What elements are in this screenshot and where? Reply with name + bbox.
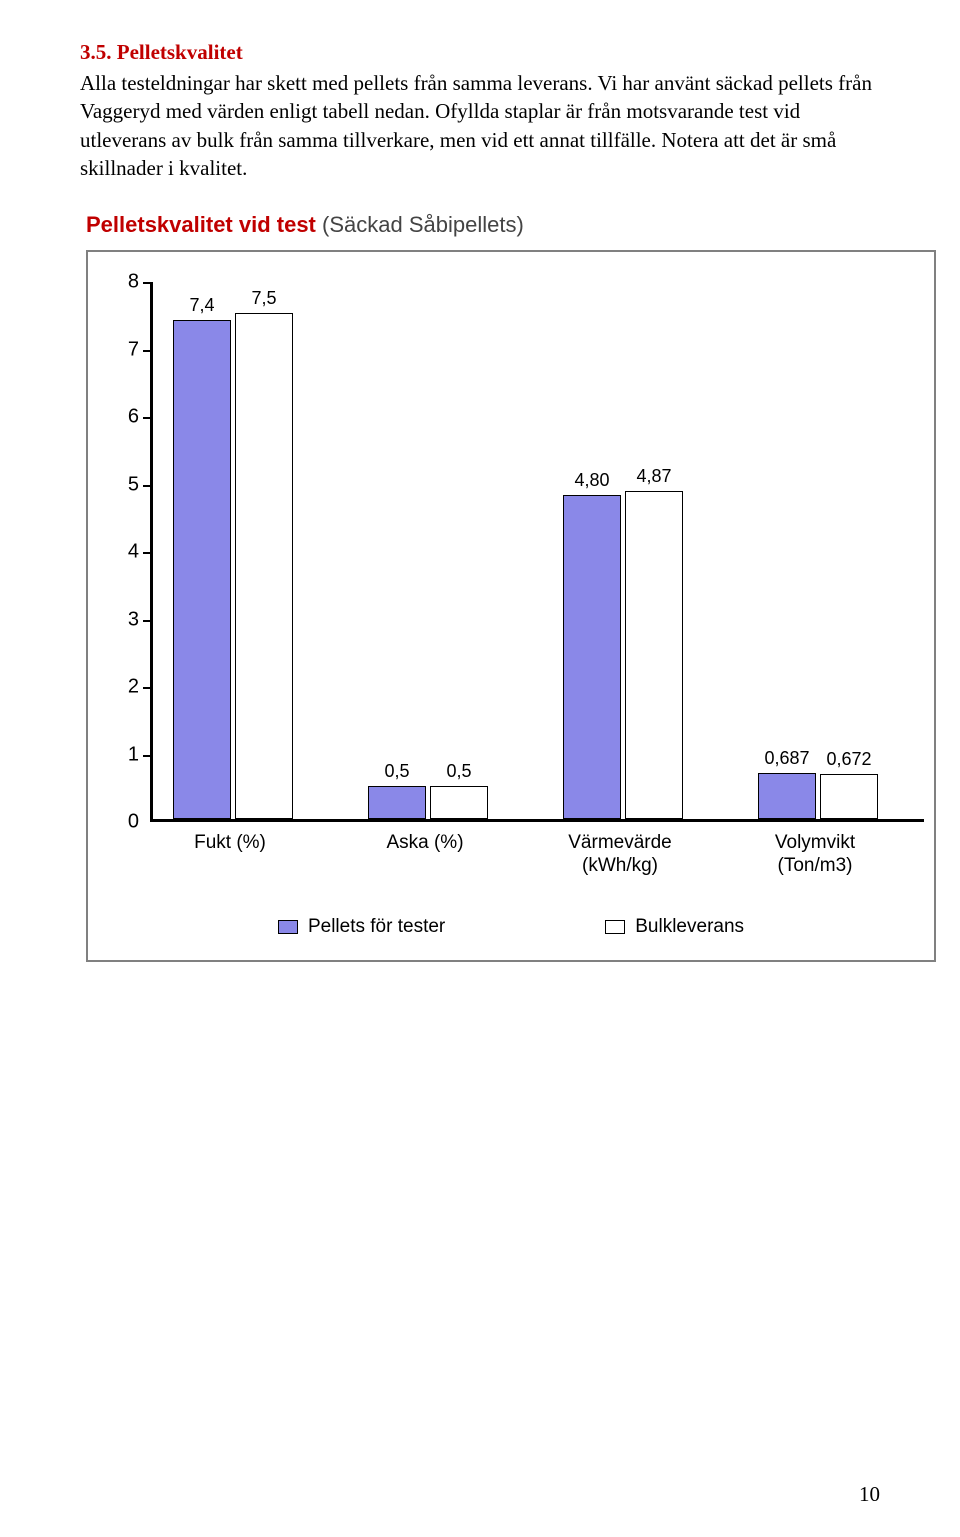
y-axis-label: 7 — [109, 338, 139, 361]
section-paragraph: Alla testeldningar har skett med pellets… — [80, 69, 880, 182]
y-axis-label: 2 — [109, 676, 139, 699]
bar-filled — [758, 773, 816, 819]
legend-swatch — [605, 920, 625, 934]
legend-swatch — [278, 920, 298, 934]
y-tick — [143, 620, 153, 622]
page-number: 10 — [859, 1482, 880, 1507]
y-axis-label: 8 — [109, 271, 139, 294]
y-axis-label: 1 — [109, 743, 139, 766]
category-label: Aska (%) — [345, 832, 505, 855]
legend-label: Pellets för tester — [308, 916, 445, 938]
y-axis-label: 0 — [109, 811, 139, 834]
chart-title-strong: Pelletskvalitet vid test — [86, 212, 316, 237]
chart-title-rest: (Säckad Såbipellets) — [316, 212, 524, 237]
legend-item: Bulkleverans — [605, 916, 744, 938]
legend-label: Bulkleverans — [635, 916, 744, 938]
section-heading: 3.5. Pelletskvalitet — [80, 40, 880, 65]
category-label-line: Värmevärde — [540, 832, 700, 855]
bar-value-label: 0,672 — [809, 749, 889, 770]
bar-empty — [430, 786, 488, 820]
bar-value-label: 7,5 — [224, 288, 304, 309]
y-tick — [143, 282, 153, 284]
category-label-line: Aska (%) — [345, 832, 505, 855]
bar-value-label: 4,87 — [614, 466, 694, 487]
y-axis-label: 3 — [109, 608, 139, 631]
plot-area: 7,47,50,50,54,804,870,6870,672 012345678 — [150, 282, 924, 822]
y-axis-label: 4 — [109, 541, 139, 564]
chart-legend: Pellets för tester Bulkleverans — [88, 898, 934, 960]
chart-title: Pelletskvalitet vid test (Säckad Såbipel… — [86, 212, 880, 238]
y-tick — [143, 485, 153, 487]
category-labels-row: Fukt (%) Aska (%) Värmevärde(kWh/kg) Volymv… — [150, 832, 924, 892]
bar-value-label: 0,5 — [419, 761, 499, 782]
category-label: Fukt (%) — [150, 832, 310, 855]
bars-row: 7,47,50,50,54,804,870,6870,672 — [153, 282, 924, 819]
bar-filled — [368, 786, 426, 820]
bar-empty — [625, 491, 683, 820]
legend-item: Pellets för tester — [278, 916, 445, 938]
y-tick — [143, 552, 153, 554]
category-label-line: Volymvikt — [735, 832, 895, 855]
bar-filled — [563, 495, 621, 819]
page: 3.5. Pelletskvalitet Alla testeldningar … — [0, 0, 960, 1537]
y-tick — [143, 417, 153, 419]
chart-container: 7,47,50,50,54,804,870,6870,672 012345678… — [86, 250, 936, 962]
category-label: Värmevärde(kWh/kg) — [540, 832, 700, 878]
y-tick — [143, 755, 153, 757]
y-tick — [143, 687, 153, 689]
bar-empty — [820, 774, 878, 819]
y-tick — [143, 350, 153, 352]
category-label-line: (kWh/kg) — [540, 855, 700, 878]
y-axis-label: 6 — [109, 406, 139, 429]
category-label-line: Fukt (%) — [150, 832, 310, 855]
bar-empty — [235, 313, 293, 819]
bar-filled — [173, 320, 231, 820]
category-label-line: (Ton/m3) — [735, 855, 895, 878]
category-label: Volymvikt(Ton/m3) — [735, 832, 895, 878]
y-axis-label: 5 — [109, 473, 139, 496]
